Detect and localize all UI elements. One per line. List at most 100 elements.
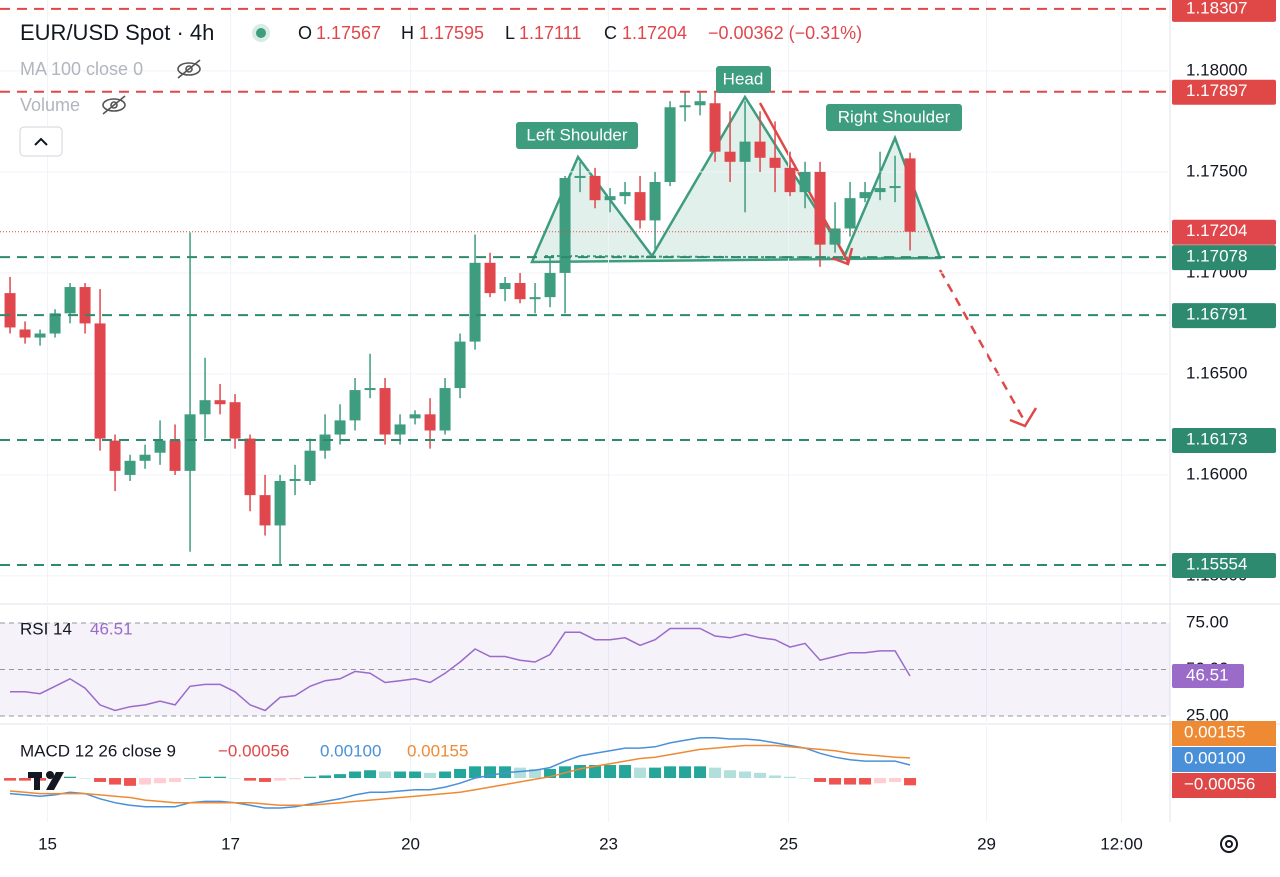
ohlc-letter: C	[604, 23, 617, 43]
histogram-bar	[529, 768, 542, 779]
histogram-bar	[829, 778, 842, 785]
candle-body	[499, 283, 511, 290]
candle-body	[124, 460, 136, 475]
candle-body	[439, 388, 451, 431]
candle-body	[634, 192, 646, 221]
histogram-bar	[709, 767, 722, 779]
candle-body	[19, 329, 31, 338]
overlay-layer: Left Shoulder Head Right Shoulder EUR/US…	[19, 20, 1238, 853]
histogram-bar	[184, 778, 197, 779]
level-label: 1.18307	[1186, 0, 1247, 17]
indicator-label: MA 100 close 0	[20, 59, 143, 79]
candle-body	[79, 287, 91, 324]
value-label: −0.00056	[1184, 774, 1255, 793]
candle-body	[49, 313, 61, 334]
histogram-bar	[289, 778, 302, 780]
candle-body	[739, 141, 751, 162]
change: −0.00362 (−0.31%)	[708, 23, 862, 43]
plot-layer: 15172023252912:001.155001.160001.165001.…	[0, 0, 1280, 853]
candle-body	[424, 414, 436, 431]
histogram-bar	[34, 778, 47, 781]
histogram-bar	[79, 778, 92, 779]
annotation: Head	[723, 69, 764, 88]
candle-body	[544, 272, 556, 298]
x-tick-label: 25	[779, 834, 798, 853]
annotation: Left Shoulder	[526, 125, 627, 144]
x-tick-label: 12:00	[1100, 834, 1143, 853]
candle-body	[169, 440, 181, 471]
histogram-bar	[334, 774, 347, 779]
histogram-bar	[694, 766, 707, 779]
candle-body	[274, 480, 286, 526]
y-tick-label: 75.00	[1186, 612, 1229, 631]
collapse-button[interactable]	[19, 126, 63, 157]
candle-body	[874, 188, 886, 193]
candle-body	[754, 141, 766, 158]
annotation-box	[826, 104, 962, 131]
candle-body	[334, 420, 346, 435]
candle-body	[109, 440, 121, 471]
indicator-label: Volume	[20, 95, 80, 115]
hidden-icon[interactable]	[102, 95, 126, 115]
level-box	[1172, 79, 1276, 105]
histogram-bar	[274, 778, 287, 781]
macd-line	[9, 736, 911, 809]
candle-body	[769, 157, 781, 168]
x-tick-label: 15	[38, 834, 57, 853]
histogram-bar	[679, 766, 692, 779]
ohlc-letter: O	[298, 23, 312, 43]
annotation-box	[516, 122, 638, 149]
drop-arrow-head	[831, 247, 854, 266]
y-tick-label: 1.16500	[1186, 363, 1247, 382]
settings-icon[interactable]	[1220, 835, 1238, 853]
candle-body	[139, 454, 151, 461]
histogram-bar	[649, 767, 662, 779]
value-box	[1172, 663, 1244, 688]
histogram-bar	[124, 778, 137, 786]
x-tick-label: 20	[401, 834, 420, 853]
candle-body	[694, 101, 706, 106]
histogram-bar	[469, 766, 482, 779]
histogram-bar	[379, 771, 392, 779]
level-label: 1.17897	[1186, 81, 1247, 100]
candle-body	[259, 495, 271, 526]
candle-body	[679, 105, 691, 108]
candle-body	[859, 192, 871, 199]
level-box	[1172, 245, 1276, 271]
rsi-line	[10, 627, 911, 712]
ohlc-letter: L	[505, 23, 515, 43]
y-tick-label: 25.00	[1186, 706, 1229, 725]
level-label: 1.16791	[1186, 305, 1247, 324]
hidden-icon[interactable]	[177, 59, 201, 79]
ohlc-value: 1.17111	[519, 23, 581, 43]
target-arrow-head	[1009, 407, 1038, 428]
ohlc-value: 1.17595	[419, 23, 484, 43]
histogram-bar	[454, 768, 467, 779]
value-label: 46.51	[1186, 665, 1229, 684]
ohlc-value: 1.17204	[622, 23, 687, 43]
histogram-bar	[814, 778, 827, 782]
histogram-bar	[169, 778, 182, 782]
histogram-bar	[94, 778, 107, 782]
histogram-bar	[319, 775, 332, 779]
chart-title: EUR/USD Spot · 4h	[20, 20, 214, 45]
collapse-icon	[34, 137, 48, 146]
candle-body	[454, 341, 466, 389]
indicator-value: 46.51	[90, 619, 133, 638]
histogram-bar	[64, 776, 77, 779]
status-dot	[256, 28, 266, 38]
histogram-bar	[724, 770, 737, 779]
level-label: 1.15554	[1186, 555, 1247, 574]
y-tick-label: 1.18000	[1186, 60, 1247, 79]
candle-body	[664, 107, 676, 183]
value-label: 0.00100	[1184, 748, 1245, 767]
candle-body	[64, 287, 76, 314]
histogram-bar	[139, 778, 152, 785]
candle-body	[289, 478, 301, 481]
level-box	[1172, 0, 1276, 22]
candle-body	[154, 440, 166, 453]
indicator-value: 0.00155	[407, 741, 468, 760]
histogram-bar	[739, 771, 752, 779]
